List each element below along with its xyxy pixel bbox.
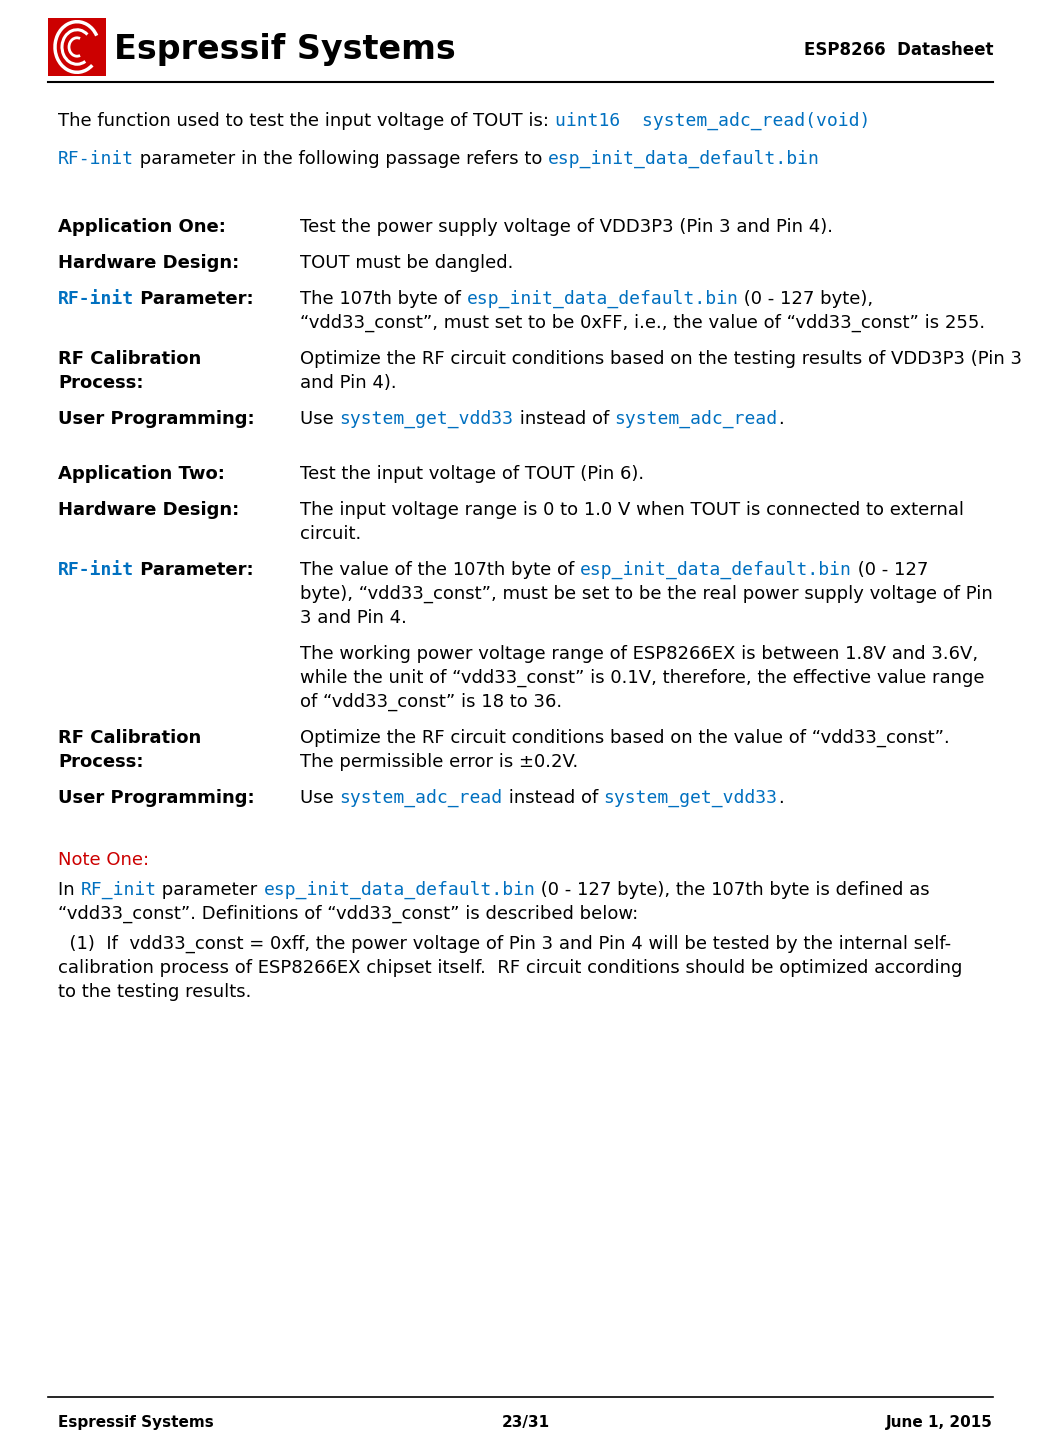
Text: esp_init_data_default.bin: esp_init_data_default.bin (549, 150, 820, 168)
Text: Parameter:: Parameter: (135, 290, 253, 308)
Text: Application Two:: Application Two: (58, 465, 225, 483)
Text: Process:: Process: (58, 374, 144, 392)
Text: RF-init: RF-init (58, 561, 135, 579)
Text: while the unit of “vdd33_const” is 0.1V, therefore, the effective value range: while the unit of “vdd33_const” is 0.1V,… (300, 669, 985, 688)
Text: (0 - 127 byte), the 107th byte is defined as: (0 - 127 byte), the 107th byte is define… (535, 881, 930, 899)
Text: instead of: instead of (502, 789, 603, 806)
Text: The working power voltage range of ESP8266EX is between 1.8V and 3.6V,: The working power voltage range of ESP82… (300, 644, 978, 663)
Text: User Programming:: User Programming: (58, 410, 254, 428)
Text: esp_init_data_default.bin: esp_init_data_default.bin (580, 561, 852, 579)
Text: parameter: parameter (157, 881, 264, 899)
Text: June 1, 2015: June 1, 2015 (886, 1415, 993, 1431)
Text: Optimize the RF circuit conditions based on the value of “vdd33_const”.: Optimize the RF circuit conditions based… (300, 728, 950, 747)
Text: The 107th byte of: The 107th byte of (300, 290, 467, 308)
Text: of “vdd33_const” is 18 to 36.: of “vdd33_const” is 18 to 36. (300, 694, 562, 711)
Text: byte), “vdd33_const”, must be set to be the real power supply voltage of Pin: byte), “vdd33_const”, must be set to be … (300, 585, 993, 603)
Text: Use: Use (300, 410, 339, 428)
Text: Test the input voltage of TOUT (Pin 6).: Test the input voltage of TOUT (Pin 6). (300, 465, 644, 483)
Text: RF Calibration: RF Calibration (58, 350, 201, 368)
Text: The value of the 107th byte of: The value of the 107th byte of (300, 561, 580, 579)
Text: system_get_vdd33: system_get_vdd33 (339, 410, 514, 428)
Text: (0 - 127: (0 - 127 (852, 561, 928, 579)
Text: system_adc_read: system_adc_read (615, 410, 778, 428)
Text: User Programming:: User Programming: (58, 789, 254, 806)
Text: The permissible error is ±0.2V.: The permissible error is ±0.2V. (300, 753, 578, 772)
Text: parameter in the following passage refers to: parameter in the following passage refer… (135, 150, 549, 168)
Text: Hardware Design:: Hardware Design: (58, 254, 240, 272)
Text: The input voltage range is 0 to 1.0 V when TOUT is connected to external: The input voltage range is 0 to 1.0 V wh… (300, 501, 964, 519)
Text: RF-init: RF-init (58, 150, 135, 168)
Text: Test the power supply voltage of VDD3P3 (Pin 3 and Pin 4).: Test the power supply voltage of VDD3P3 … (300, 218, 833, 236)
Text: system_get_vdd33: system_get_vdd33 (603, 789, 778, 808)
Text: Espressif Systems: Espressif Systems (114, 33, 456, 66)
Text: esp_init_data_default.bin: esp_init_data_default.bin (467, 290, 739, 308)
Text: instead of: instead of (514, 410, 615, 428)
Text: (0 - 127 byte),: (0 - 127 byte), (739, 290, 873, 308)
Text: esp_init_data_default.bin: esp_init_data_default.bin (264, 881, 535, 899)
Text: Optimize the RF circuit conditions based on the testing results of VDD3P3 (Pin 3: Optimize the RF circuit conditions based… (300, 350, 1022, 368)
Text: In: In (58, 881, 80, 899)
Text: uint16  system_adc_read(void): uint16 system_adc_read(void) (555, 113, 870, 130)
Text: and Pin 4).: and Pin 4). (300, 374, 396, 392)
Text: RF-init: RF-init (58, 290, 135, 308)
Text: Application One:: Application One: (58, 218, 226, 236)
Text: to the testing results.: to the testing results. (58, 983, 251, 1001)
Text: Parameter:: Parameter: (135, 561, 253, 579)
Text: .: . (778, 789, 783, 806)
Text: TOUT must be dangled.: TOUT must be dangled. (300, 254, 513, 272)
Text: system_adc_read: system_adc_read (339, 789, 502, 808)
Text: Process:: Process: (58, 753, 144, 772)
Text: Hardware Design:: Hardware Design: (58, 501, 240, 519)
Text: 3 and Pin 4.: 3 and Pin 4. (300, 608, 407, 627)
Text: “vdd33_const”, must set to be 0xFF, i.e., the value of “vdd33_const” is 255.: “vdd33_const”, must set to be 0xFF, i.e.… (300, 314, 985, 332)
Text: RF_init: RF_init (80, 881, 157, 899)
Text: circuit.: circuit. (300, 525, 362, 543)
Text: ESP8266  Datasheet: ESP8266 Datasheet (804, 40, 993, 59)
Text: .: . (778, 410, 783, 428)
Bar (48, 17, 106, 77)
Text: calibration process of ESP8266EX chipset itself.  RF circuit conditions should b: calibration process of ESP8266EX chipset… (58, 959, 963, 977)
Text: “vdd33_const”. Definitions of “vdd33_const” is described below:: “vdd33_const”. Definitions of “vdd33_con… (58, 905, 638, 923)
Text: Espressif Systems: Espressif Systems (58, 1415, 213, 1431)
Text: Note One:: Note One: (58, 851, 149, 868)
Text: 23/31: 23/31 (501, 1415, 550, 1431)
Text: Use: Use (300, 789, 339, 806)
Text: The function used to test the input voltage of TOUT is:: The function used to test the input volt… (58, 113, 555, 130)
Text: (1)  If  vdd33_const = 0xff, the power voltage of Pin 3 and Pin 4 will be tested: (1) If vdd33_const = 0xff, the power vol… (58, 935, 951, 954)
Text: RF Calibration: RF Calibration (58, 728, 201, 747)
